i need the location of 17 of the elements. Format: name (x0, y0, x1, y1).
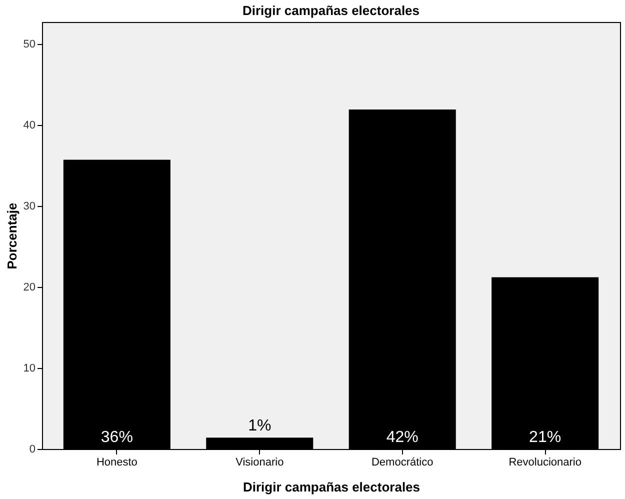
y-tick-label: 0 (29, 444, 36, 456)
y-axis-title: Porcentaje (4, 202, 20, 270)
y-tick-label: 30 (23, 200, 36, 212)
x-tick-label: Visionario (236, 456, 284, 468)
data-label: 21% (529, 429, 562, 446)
y-tick-label: 50 (23, 38, 36, 50)
x-axis-title: Dirigir campañas electorales (242, 480, 420, 494)
data-label: 36% (100, 429, 133, 446)
x-tick-label: Revolucionario (508, 456, 582, 468)
data-label: 1% (248, 418, 272, 435)
y-tick-label: 10 (23, 362, 36, 374)
chart-title: Dirigir campañas electorales (242, 3, 420, 18)
data-label: 42% (386, 429, 418, 446)
y-tick-label: 20 (23, 281, 36, 294)
x-tick-label: Honesto (96, 456, 138, 468)
y-tick-label: 40 (23, 119, 36, 132)
x-tick-label: Democrático (371, 456, 434, 468)
